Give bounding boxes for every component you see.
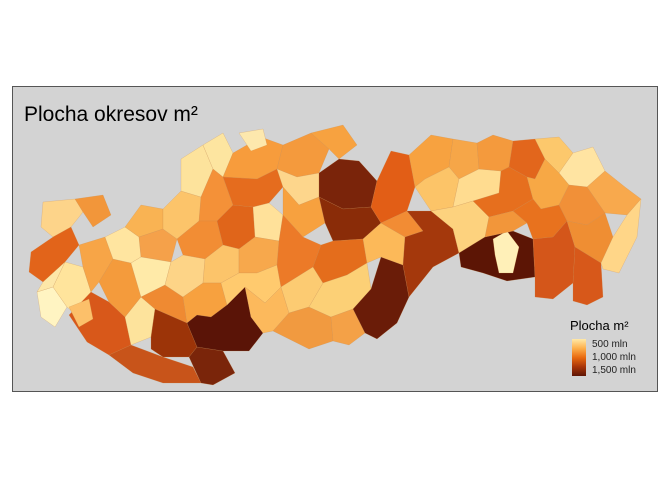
district-region: [108, 344, 202, 384]
legend-label-mid: 1,000 mln: [592, 352, 636, 363]
district-region: [252, 202, 284, 242]
legend-title: Plocha m²: [570, 318, 629, 333]
district-region: [138, 228, 178, 263]
district-region: [310, 124, 358, 160]
district-region: [40, 198, 84, 238]
map-title: Plocha okresov m²: [24, 103, 198, 126]
district-region: [238, 128, 268, 152]
district-region: [68, 298, 94, 328]
district-map: [28, 124, 642, 386]
legend-label-low: 500 mln: [592, 339, 628, 350]
legend-color-bar: [572, 339, 586, 376]
district-region: [36, 261, 66, 293]
legend-label-high: 1,500 mln: [592, 365, 636, 376]
district-region: [330, 308, 366, 346]
district-region: [600, 198, 642, 274]
district-region: [370, 150, 416, 224]
district-region: [572, 246, 604, 306]
district-region: [222, 168, 284, 208]
district-region: [28, 226, 80, 283]
district-region: [476, 134, 514, 172]
district-region: [74, 194, 112, 228]
map-panel: Plocha okresov m² Plocha m² 500 mln 1,00…: [12, 86, 658, 392]
legend: Plocha m² 500 mln 1,000 mln 1,500 mln: [570, 318, 654, 376]
